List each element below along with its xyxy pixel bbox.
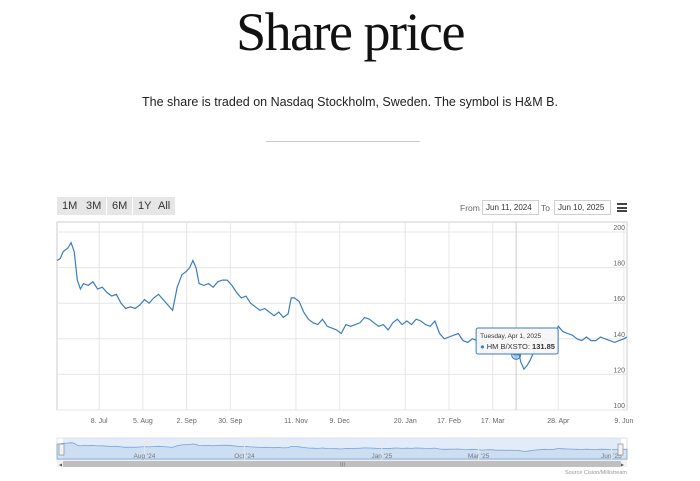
navigator-handle-left[interactable] [58, 443, 65, 456]
tooltip-date: Tuesday, Apr 1, 2025 [480, 333, 541, 340]
x-tick-label: 11. Nov [284, 418, 308, 425]
page-subtitle: The share is traded on Nasdaq Stockholm,… [142, 95, 558, 109]
navigator-label: Jun '25 [601, 453, 622, 460]
range-1m-button[interactable]: 1M [57, 197, 83, 215]
navigator-label: Oct '24 [234, 453, 255, 460]
navigator-label: Mar '25 [468, 453, 490, 460]
scrollbar-thumb[interactable] [63, 461, 621, 467]
x-tick-label: 30. Sep [218, 418, 242, 425]
x-tick-label: 2. Sep [176, 418, 196, 425]
x-tick-label: 17. Mar [481, 418, 505, 425]
y-tick-label: 120 [613, 367, 625, 374]
x-tick-label: 8. Jul [91, 418, 108, 425]
x-tick-label: 28. Apr [547, 418, 570, 425]
tooltip-series-name: HM B/XSTO [487, 342, 528, 351]
price-series-line [56, 241, 628, 371]
y-tick-label: 160 [613, 296, 625, 303]
tooltip-value: ● HM B/XSTO: 131.85 [480, 342, 555, 351]
from-date-input[interactable]: Jun 11, 2024 [482, 200, 539, 215]
scrollbar-grip[interactable]: III [340, 463, 345, 469]
tooltip-price: 131.85 [532, 342, 555, 351]
navigator-handle-right[interactable] [617, 443, 624, 456]
range-all-button[interactable]: All [153, 197, 176, 215]
navigator-label: Aug '24 [134, 453, 156, 460]
chart-credit: Source Cision/Millistream [565, 470, 627, 476]
x-tick-label: 5. Aug [133, 418, 153, 425]
x-tick-label: 20. Jan [394, 418, 417, 425]
title-divider [266, 141, 420, 142]
navigator-label: Jan '25 [371, 453, 392, 460]
range-1y-button[interactable]: 1Y [133, 197, 157, 215]
y-tick-label: 200 [613, 225, 625, 232]
y-tick-label: 140 [613, 332, 625, 339]
range-3m-button[interactable]: 3M [81, 197, 107, 215]
plot-background [56, 221, 628, 411]
scrollbar-right-arrow[interactable]: ▸ [621, 463, 624, 469]
page-title: Share price [236, 2, 465, 62]
x-tick-label: 9. Dec [330, 418, 351, 425]
to-date-input[interactable]: Jun 10, 2025 [554, 200, 611, 215]
x-tick-label: 17. Feb [437, 418, 461, 425]
y-tick-label: 180 [613, 261, 625, 268]
range-6m-button[interactable]: 6M [107, 197, 133, 215]
scrollbar-left-arrow[interactable]: ◂ [59, 463, 62, 469]
y-tick-label: 100 [613, 403, 625, 410]
navigator-series-area [56, 442, 628, 460]
from-label: From [460, 203, 480, 213]
tooltip-box [475, 327, 559, 355]
hamburger-menu-icon[interactable] [617, 203, 627, 212]
x-tick-label: 9. Jun [614, 418, 633, 425]
to-label: To [541, 203, 550, 213]
